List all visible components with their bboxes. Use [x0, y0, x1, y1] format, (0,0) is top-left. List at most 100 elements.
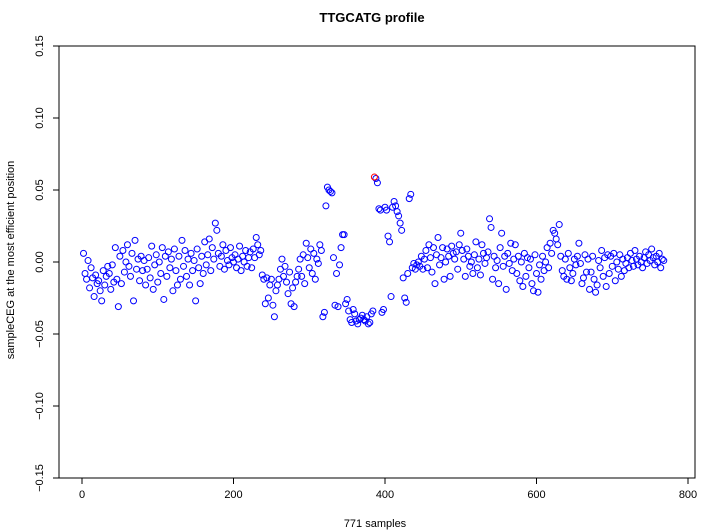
- data-point: [404, 270, 412, 278]
- data-point: [569, 270, 577, 278]
- data-point: [395, 212, 403, 220]
- data-point: [254, 241, 262, 249]
- data-point: [466, 262, 474, 270]
- data-point: [178, 236, 186, 244]
- data-point: [205, 235, 213, 243]
- data-point: [520, 249, 528, 257]
- data-point: [366, 318, 374, 326]
- data-point: [326, 187, 334, 195]
- data-point: [454, 265, 462, 273]
- data-point: [286, 268, 294, 276]
- y-tick-label: 0.05: [34, 179, 46, 200]
- data-point: [502, 285, 510, 293]
- data-point: [354, 320, 362, 328]
- data-point: [655, 249, 663, 257]
- data-point: [469, 270, 477, 278]
- data-point: [207, 267, 215, 275]
- data-point: [211, 219, 219, 227]
- data-point: [592, 288, 600, 296]
- data-point: [595, 257, 603, 265]
- data-point: [431, 280, 439, 288]
- data-point: [536, 261, 544, 269]
- data-point: [193, 245, 201, 253]
- data-point: [578, 280, 586, 288]
- data-point: [458, 246, 466, 254]
- data-point: [80, 249, 88, 257]
- highlighted-point: [370, 173, 378, 181]
- data-point: [336, 261, 344, 269]
- data-point: [455, 241, 463, 249]
- data-point: [155, 258, 163, 266]
- data-point: [310, 249, 318, 257]
- data-point: [114, 303, 122, 311]
- data-point: [90, 293, 98, 301]
- data-point: [387, 293, 395, 301]
- data-point: [566, 264, 574, 272]
- data-point: [163, 272, 171, 280]
- data-point: [152, 251, 160, 259]
- data-point: [470, 251, 478, 259]
- data-point: [113, 275, 121, 283]
- data-point: [316, 241, 324, 249]
- data-point: [511, 241, 519, 249]
- data-point: [423, 264, 431, 272]
- data-point: [173, 281, 181, 289]
- data-point: [375, 205, 383, 213]
- data-point: [317, 246, 325, 254]
- data-point: [625, 264, 633, 272]
- data-point: [457, 229, 465, 237]
- data-point: [293, 272, 301, 280]
- data-point: [442, 258, 450, 266]
- data-point: [329, 254, 337, 262]
- data-point: [269, 301, 277, 309]
- data-point: [448, 242, 456, 250]
- data-point: [517, 258, 525, 266]
- data-point: [499, 262, 507, 270]
- data-point: [305, 264, 313, 272]
- data-point: [242, 246, 250, 254]
- y-tick-label: −0.10: [34, 392, 46, 420]
- data-point: [555, 221, 563, 229]
- data-point: [131, 236, 139, 244]
- data-point: [187, 249, 195, 257]
- data-point: [345, 307, 353, 315]
- data-point: [537, 275, 545, 283]
- data-point: [210, 255, 218, 263]
- x-axis-label: 771 samples: [344, 518, 407, 530]
- data-point: [414, 258, 422, 266]
- data-point: [248, 264, 256, 272]
- data-point: [386, 238, 394, 246]
- data-point: [164, 248, 172, 256]
- data-point: [434, 234, 442, 242]
- data-point: [564, 249, 572, 257]
- data-points: [80, 173, 668, 328]
- data-point: [554, 241, 562, 249]
- data-point: [125, 262, 133, 270]
- data-point: [116, 252, 124, 260]
- data-point: [290, 303, 298, 311]
- data-point: [108, 261, 116, 269]
- data-point: [98, 297, 106, 305]
- data-point: [136, 277, 144, 285]
- data-point: [267, 275, 275, 283]
- data-point: [143, 265, 151, 273]
- data-point: [422, 246, 430, 254]
- data-point: [407, 190, 415, 198]
- data-point: [486, 215, 494, 223]
- data-point: [192, 297, 200, 305]
- y-tick-label: −0.05: [34, 320, 46, 348]
- data-point: [117, 280, 125, 288]
- data-point: [208, 244, 216, 252]
- data-point: [149, 285, 157, 293]
- data-point: [202, 261, 210, 269]
- data-point: [393, 208, 401, 216]
- data-point: [95, 277, 103, 285]
- y-tick-label: −0.15: [34, 464, 46, 492]
- data-point: [622, 259, 630, 267]
- data-point: [289, 284, 297, 292]
- data-point: [319, 313, 327, 321]
- data-point: [504, 249, 512, 257]
- data-point: [320, 308, 328, 316]
- data-point: [534, 288, 542, 296]
- data-point: [519, 282, 527, 290]
